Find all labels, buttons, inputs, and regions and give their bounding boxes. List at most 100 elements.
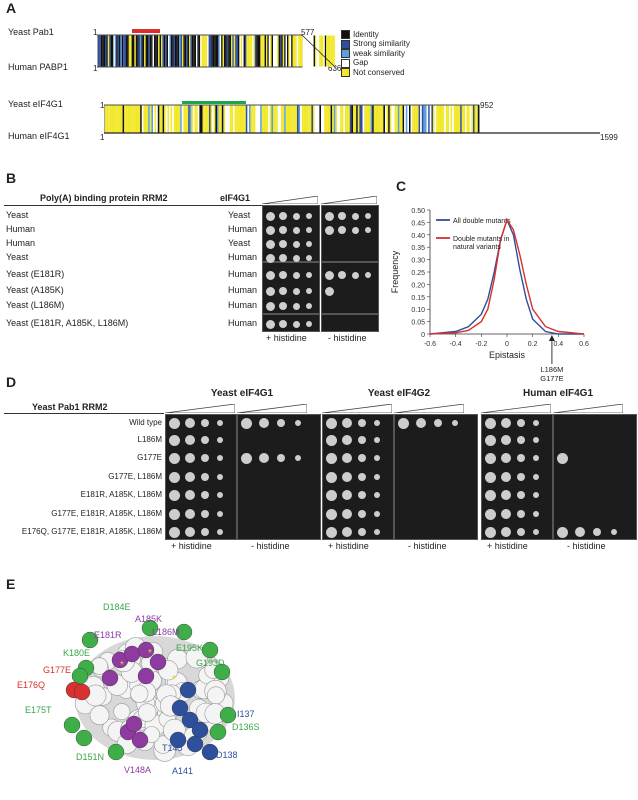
legend-label: Strong similarity (353, 39, 410, 49)
panel-b-letter: B (6, 170, 17, 186)
alignment-stripe (277, 105, 280, 133)
alignment-stripe (166, 35, 168, 67)
alignment-stripe (250, 35, 252, 67)
alignment-stripe (282, 105, 285, 133)
colony-spot (557, 452, 568, 464)
alignment-stripe (341, 105, 344, 133)
colony-spot (485, 452, 496, 464)
colony-spot (593, 528, 601, 536)
alignment-stripe (116, 105, 118, 133)
alignment-stripe (122, 105, 125, 133)
alignment-stripe (253, 105, 256, 133)
alignment-stripe (333, 35, 335, 67)
alignment-stripe (261, 35, 264, 67)
alignment-stripe (178, 105, 181, 133)
alignment-stripe (412, 105, 414, 133)
colony-spot (351, 226, 359, 234)
row-label-human-eif4g1: Human eIF4G1 (8, 131, 70, 141)
panel-d-group-title: Yeast eIF4G2 (367, 388, 431, 399)
colony-spot (279, 287, 287, 295)
alignment-stripe (108, 105, 110, 133)
colony-spot (265, 239, 275, 249)
alignment-stripe (284, 105, 286, 133)
alignment-stripe (129, 105, 131, 133)
alignment-stripe (330, 105, 333, 133)
structure-spheres: * * * (63, 620, 237, 762)
colony-spot (217, 511, 223, 517)
y-tick-label: 0.25 (411, 270, 425, 277)
alignment-stripe (157, 105, 160, 133)
colony-spot (326, 508, 337, 520)
dilution-triangle (321, 196, 377, 204)
alignment-stripe (375, 105, 377, 133)
alignment-stripe (455, 105, 457, 133)
alignment-stripe (460, 105, 462, 133)
colony-spot (279, 226, 287, 234)
alignment-stripe (105, 105, 107, 133)
alignment-stripe (179, 35, 181, 67)
alignment-stripe (124, 35, 126, 67)
alignment-stripe (378, 105, 381, 133)
alignment-stripe (437, 105, 440, 133)
alignment-stripe (275, 35, 278, 67)
alignment-stripe (326, 35, 328, 67)
end-human-eif4g1: 1599 (600, 133, 618, 142)
colony-spot (326, 526, 337, 538)
alignment-stripe (418, 105, 421, 133)
alignment-stripe (242, 35, 244, 67)
alignment-stripe (316, 35, 318, 67)
alignment-stripe (468, 105, 470, 133)
alignment-stripe (190, 35, 192, 67)
alignment-stripe (163, 35, 166, 67)
dilution-triangle (165, 404, 235, 413)
alignment-stripe (243, 35, 245, 67)
colony-spot (517, 491, 525, 499)
colony-spot (241, 452, 252, 464)
legend-label: Not conserved (353, 67, 405, 77)
panel-b-plate-plus-bot (262, 314, 320, 332)
colony-spot (277, 454, 285, 462)
alignment-stripe (203, 35, 205, 67)
alignment-stripe (298, 35, 300, 67)
colony-spot (217, 492, 223, 498)
alignment-stripe (257, 105, 259, 133)
residue-label: D151N (76, 752, 105, 762)
alignment-stripe (407, 105, 409, 133)
alignment-stripe (147, 35, 149, 67)
legend-item: Strong similarity (341, 39, 410, 49)
panel-b-col2-header: eIF4G1 (220, 193, 251, 203)
colony-spot (217, 437, 223, 443)
panel-d-row-label: E181R, A185K, L186M (80, 490, 162, 499)
colony-spot (169, 471, 180, 483)
alignment-stripe (165, 105, 168, 133)
atom-sphere (138, 703, 157, 722)
alignment-stripe (346, 105, 349, 133)
alignment-stripe (236, 105, 238, 133)
alignment-stripe (137, 35, 139, 67)
colony-spot (342, 418, 352, 428)
colony-spot (324, 270, 334, 280)
alignment-stripe (316, 105, 318, 133)
alignment-stripe (294, 35, 296, 67)
alignment-stripe (311, 105, 313, 133)
residue-sphere (191, 721, 209, 739)
alignment-stripe (285, 105, 288, 133)
alignment-stripe (445, 105, 448, 133)
alignment-stripe (321, 105, 323, 133)
alignment-stripe (266, 105, 269, 133)
alignment-stripe (175, 35, 177, 67)
alignment-stripe (121, 35, 124, 67)
alignment-stripe (357, 105, 360, 133)
alignment-stripe (224, 35, 226, 67)
alignment-stripe (415, 105, 417, 133)
residue-sphere (213, 663, 231, 681)
alignment-stripe (161, 35, 163, 67)
alignment-stripe (189, 35, 191, 67)
colony-spot (342, 435, 352, 445)
alignment-stripe (260, 105, 262, 133)
colony-spot (217, 474, 223, 480)
colony-spot (501, 527, 511, 537)
alignment-stripe (331, 35, 334, 67)
alignment-stripe (330, 35, 332, 67)
alignment-stripe (165, 35, 167, 67)
